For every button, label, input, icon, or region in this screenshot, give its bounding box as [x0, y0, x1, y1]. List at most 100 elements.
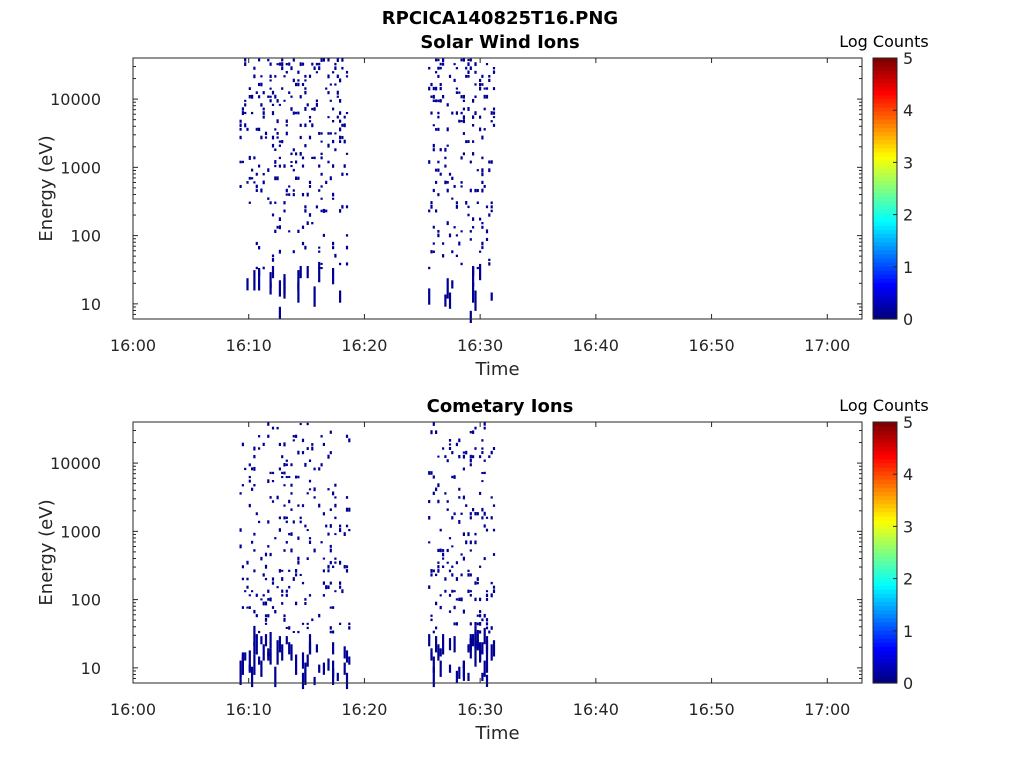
heatmap-cell	[327, 658, 330, 671]
heatmap-cell	[264, 577, 268, 581]
heatmap-cell	[253, 549, 256, 552]
colorbar-swatch	[873, 86, 897, 92]
colorbar-swatch	[873, 589, 897, 594]
colorbar-swatch	[873, 536, 897, 541]
heatmap-cell	[332, 192, 335, 197]
heatmap-cell	[255, 241, 258, 246]
heatmap-cell	[320, 197, 323, 200]
heatmap-cell	[437, 58, 440, 62]
heatmap-cell	[428, 209, 431, 213]
heatmap-cell	[251, 487, 254, 491]
heatmap-cell	[437, 99, 440, 103]
heatmap-cell	[341, 205, 344, 209]
heatmap-cell	[315, 62, 318, 66]
figure-title: RPCICA140825T16.PNG	[382, 8, 618, 29]
heatmap-cell	[444, 180, 447, 185]
heatmap-cell	[479, 455, 482, 459]
y-tick-label: 1000	[60, 522, 101, 541]
heatmap-cell	[476, 581, 479, 585]
heatmap-cell	[248, 503, 251, 508]
heatmap-cell	[322, 208, 325, 213]
heatmap-cell	[472, 282, 475, 303]
heatmap-cell	[458, 597, 461, 601]
colorbar-swatch	[873, 249, 897, 255]
heatmap-cell	[262, 173, 265, 176]
plot-frame	[132, 57, 863, 320]
heatmap-cell	[492, 111, 496, 115]
heatmap-cell	[260, 636, 263, 645]
heatmap-cell	[467, 569, 470, 572]
heatmap-cell	[460, 111, 463, 115]
heatmap-cell	[297, 229, 300, 233]
heatmap-cell	[262, 601, 265, 606]
heatmap-cell	[258, 630, 261, 634]
heatmap-cell	[485, 516, 489, 519]
heatmap-cell	[246, 577, 249, 581]
heatmap-cell	[278, 442, 281, 446]
heatmap-cell	[469, 512, 472, 516]
heatmap-cell	[437, 74, 440, 78]
heatmap-cell	[430, 250, 433, 254]
heatmap-cell	[472, 98, 475, 103]
heatmap-cell	[301, 581, 305, 585]
heatmap-cell	[474, 597, 477, 602]
heatmap-cell	[453, 590, 456, 593]
heatmap-cell	[264, 136, 268, 139]
heatmap-cell	[322, 233, 325, 237]
heatmap-cell	[271, 606, 275, 609]
heatmap-cell	[313, 496, 316, 499]
heatmap-cell	[288, 533, 291, 536]
colorbar-swatch	[873, 229, 897, 234]
heatmap-cell	[428, 585, 431, 589]
heatmap-cell	[281, 589, 284, 593]
heatmap-cell	[432, 94, 435, 99]
x-ticks: 16:00 16:10 16:20 16:30 16:40 16:50 17:00	[110, 58, 850, 355]
colorbar-swatch	[873, 597, 897, 603]
heatmap-cell	[467, 644, 470, 653]
heatmap-cell	[297, 630, 300, 634]
heatmap-cell	[341, 66, 344, 70]
colorbar-swatch	[873, 450, 897, 456]
heatmap-cell	[469, 66, 472, 70]
heatmap-cell	[442, 95, 445, 99]
heatmap-cell	[271, 254, 275, 258]
heatmap-cell	[432, 99, 435, 102]
heatmap-cell	[288, 499, 291, 504]
heatmap-cell	[292, 439, 295, 442]
heatmap-cell	[320, 156, 323, 160]
colorbar: 0 1 2 3 4 5	[872, 413, 913, 693]
heatmap-cell	[269, 632, 272, 649]
heatmap-cell	[327, 143, 330, 148]
heatmap-cell	[292, 193, 295, 197]
heatmap-cell	[318, 189, 321, 192]
heatmap-cell	[437, 483, 440, 488]
colorbar: 0 1 2 3 4 5	[872, 49, 913, 329]
heatmap-cell	[474, 512, 477, 516]
heatmap-cell	[479, 642, 482, 655]
heatmap-cell	[329, 548, 332, 553]
heatmap-cell	[467, 75, 470, 78]
heatmap-cell	[465, 140, 468, 144]
heatmap-cell	[437, 127, 440, 131]
heatmap-cell	[267, 168, 270, 172]
heatmap-cell	[481, 439, 484, 442]
heatmap-cell	[437, 455, 440, 458]
colorbar-swatch	[873, 306, 897, 312]
heatmap-cell	[253, 532, 256, 536]
heatmap-cell	[455, 670, 458, 683]
heatmap-cell	[290, 95, 293, 98]
heatmap-cell	[483, 471, 486, 475]
heatmap-cell	[339, 622, 342, 625]
colorbar-swatch	[873, 147, 897, 153]
heatmap-cell	[332, 606, 335, 609]
heatmap-cell	[479, 217, 482, 221]
heatmap-cell	[485, 636, 489, 653]
heatmap-cell	[274, 164, 277, 168]
heatmap-cell	[428, 541, 431, 544]
heatmap-cell	[244, 467, 247, 471]
heatmap-cell	[278, 225, 281, 230]
heatmap-cell	[285, 476, 288, 479]
heatmap-cell	[255, 266, 258, 270]
colorbar-swatch	[873, 572, 897, 578]
heatmap-cell	[339, 290, 342, 303]
